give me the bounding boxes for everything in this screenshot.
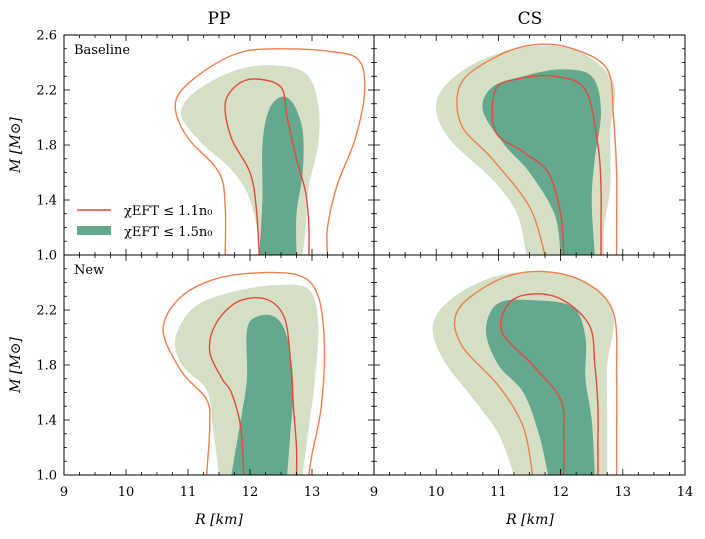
contour-inner-pp-baseline <box>224 78 310 255</box>
y-tick-label: 2.6 <box>36 29 57 44</box>
y-tick-label: 1.4 <box>36 194 57 209</box>
x-tick-label: 10 <box>118 485 135 500</box>
region-inner-pp-new <box>231 314 294 475</box>
column-title-cs: CS <box>518 9 543 29</box>
x-tick-label: 12 <box>242 485 259 500</box>
x-tick-label: 13 <box>615 485 632 500</box>
y-tick-label: 2.2 <box>36 304 57 319</box>
y-tick-label: 1.8 <box>36 359 57 374</box>
legend-area-label: χEFT ≤ 1.5n₀ <box>124 225 212 240</box>
y-axis-label-top: M [M⊙] <box>8 117 24 174</box>
panel-cs-new <box>432 270 618 475</box>
y-tick-label: 1.4 <box>36 414 57 429</box>
legend: χEFT ≤ 1.1n₀ χEFT ≤ 1.5n₀ <box>77 204 212 240</box>
contour-outer-cs-new <box>453 270 618 475</box>
column-title-pp: PP <box>208 9 231 29</box>
x-tick-label: 9 <box>370 485 378 500</box>
contour-outer-cs-baseline <box>456 43 618 255</box>
region-inner-cs-baseline <box>482 69 602 255</box>
row-label-baseline: Baseline <box>74 43 130 58</box>
x-tick-label: 11 <box>180 485 197 500</box>
plot-layer <box>162 43 618 475</box>
contour-outer-pp-baseline <box>174 48 366 255</box>
y-axis-label-bottom: M [M⊙] <box>8 337 24 394</box>
contour-outer-pp-new <box>162 271 326 475</box>
panel-pp-baseline <box>174 48 366 255</box>
x-tick-label: 11 <box>490 485 507 500</box>
y-tick-label: 2.2 <box>36 84 57 99</box>
x-tick-label: 14 <box>677 485 694 500</box>
region-inner-pp-baseline <box>259 96 304 255</box>
x-tick-label: 12 <box>552 485 569 500</box>
x-axis-label-left: R [km] <box>194 512 243 528</box>
panel-cs-baseline <box>436 43 618 255</box>
contour-inner-cs-baseline <box>491 74 602 255</box>
y-tick-label: 1.0 <box>36 469 57 484</box>
x-axis-label-right: R [km] <box>505 512 554 528</box>
legend-line-label: χEFT ≤ 1.1n₀ <box>124 204 212 219</box>
region-inner-cs-new <box>486 299 595 475</box>
row-label-new: New <box>74 263 104 278</box>
legend-area-swatch <box>77 226 111 235</box>
axes-layer: 9 10 11 12 13 9 10 11 12 13 14 1.0 1.4 1.8 2.2 2.6 1.0 1.… <box>36 29 693 501</box>
y-tick-label: 1.8 <box>36 139 57 154</box>
x-tick-label: 13 <box>304 485 321 500</box>
contour-inner-pp-new <box>208 296 298 475</box>
x-tick-label: 9 <box>60 485 68 500</box>
panel-pp-new <box>162 271 326 475</box>
contour-inner-cs-new <box>500 293 599 475</box>
x-tick-label: 10 <box>428 485 445 500</box>
y-tick-label: 1.0 <box>36 249 57 264</box>
